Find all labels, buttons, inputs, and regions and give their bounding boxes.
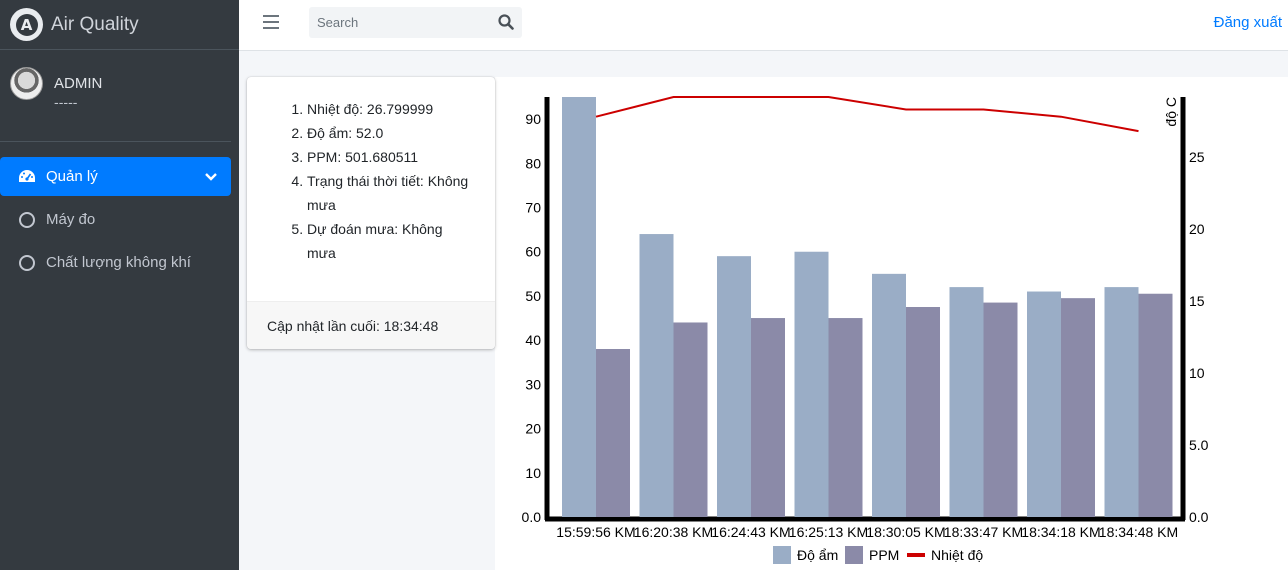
x-tick-label: 15:59:56 KM [556, 524, 635, 540]
sidebar-item-label: Chất lượng không khí [46, 254, 191, 271]
search-input[interactable] [309, 15, 489, 30]
bar-humidity [562, 97, 596, 517]
bar-humidity [872, 273, 906, 517]
line-temperature [595, 96, 1139, 133]
y-left-tick-label: 10 [525, 465, 541, 481]
bar-ppm [828, 318, 863, 517]
y-left-tick-label: 0.0 [522, 509, 542, 525]
search-icon[interactable] [498, 14, 514, 34]
bar-ppm [906, 307, 940, 517]
info-card: Nhiệt độ: 26.799999 Độ ẩm: 52.0 PPM: 501… [247, 77, 495, 349]
legend-label: Độ ẩm [797, 547, 838, 563]
bar-humidity [1104, 287, 1139, 517]
sidebar-item-label: Máy đo [46, 211, 96, 228]
brand-logo: A [10, 8, 43, 41]
legend-label: Nhiệt độ [931, 547, 983, 563]
info-card-body: Nhiệt độ: 26.799999 Độ ẩm: 52.0 PPM: 501… [247, 77, 495, 301]
search-box [309, 7, 522, 38]
user-panel: ADMIN ----- [0, 50, 231, 142]
info-item-weather-status: Trạng thái thời tiết: Không mưa [307, 169, 475, 217]
x-tick-label: 16:25:13 KM [789, 524, 868, 540]
avatar[interactable] [10, 67, 43, 100]
hamburger-menu-icon[interactable] [263, 15, 279, 29]
y-right-tick-label: 0.0 [1189, 509, 1209, 525]
y-left-tick-label: 70 [525, 200, 541, 216]
x-tick-label: 18:33:47 KM [944, 524, 1023, 540]
user-subtitle: ----- [54, 96, 78, 111]
tachometer-icon [18, 168, 36, 186]
brand-link[interactable]: A Air Quality [0, 0, 239, 50]
last-updated: Cập nhật lần cuối: 18:34:48 [247, 301, 495, 349]
y-right-tick-label: 20 [1189, 221, 1205, 237]
bar-ppm [751, 318, 785, 517]
topbar: Đăng xuất [239, 0, 1288, 51]
y-right-tick-label: 10 [1189, 365, 1205, 381]
y-right-tick-label: 25 [1189, 149, 1205, 165]
chevron-down-icon [205, 169, 217, 186]
sidebar-nav: Quản lý Máy đo Chất lượng không khí [0, 142, 239, 282]
bar-humidity [794, 251, 829, 517]
bar-ppm [1138, 293, 1173, 517]
legend-swatch [773, 546, 791, 564]
sidebar-item-quan-ly[interactable]: Quản lý [0, 157, 231, 196]
x-tick-label: 18:34:48 KM [1099, 524, 1178, 540]
y-left-tick-label: 80 [525, 155, 541, 171]
bar-ppm [1061, 298, 1095, 517]
y-left-tick-label: 90 [525, 111, 541, 127]
bar-ppm [673, 322, 708, 517]
sidebar: A Air Quality ADMIN ----- Quản lý Máy đo… [0, 0, 239, 570]
bar-humidity [717, 256, 751, 517]
legend-label: PPM [869, 547, 899, 563]
logout-link[interactable]: Đăng xuất [1213, 14, 1282, 31]
y-right-axis-label: độ C [1163, 97, 1179, 127]
y-left-tick-label: 20 [525, 421, 541, 437]
info-item-rain-forecast: Dự đoán mưa: Không mưa [307, 217, 475, 265]
bar-ppm [596, 349, 630, 517]
bar-ppm [983, 302, 1018, 517]
legend-swatch [907, 553, 925, 557]
legend-swatch [845, 546, 863, 564]
y-left-tick-label: 40 [525, 332, 541, 348]
y-left-tick-label: 50 [525, 288, 541, 304]
sidebar-item-may-do[interactable]: Máy đo [0, 200, 231, 239]
x-tick-label: 16:20:38 KM [634, 524, 713, 540]
y-left-tick-label: 30 [525, 376, 541, 392]
air-quality-chart: 0.0 10 20 30 40 50 60 70 80 90 0.0 5.0 10 15 20 25 độ C 1… [522, 96, 1209, 564]
x-tick-label: 18:34:18 KM [1021, 524, 1100, 540]
info-list: Nhiệt độ: 26.799999 Độ ẩm: 52.0 PPM: 501… [289, 97, 475, 265]
brand-logo-letter: A [15, 13, 38, 36]
circle-icon [18, 211, 36, 229]
x-tick-label: 18:30:05 KM [866, 524, 945, 540]
brand-title: Air Quality [51, 13, 139, 35]
bar-humidity [1027, 291, 1061, 517]
circle-icon [18, 254, 36, 272]
x-tick-label: 16:24:43 KM [711, 524, 790, 540]
info-item-ppm: PPM: 501.680511 [307, 145, 475, 169]
user-name[interactable]: ADMIN [54, 75, 103, 92]
bar-humidity [949, 287, 984, 517]
y-left-tick-label: 60 [525, 244, 541, 260]
y-right-tick-label: 5.0 [1189, 437, 1209, 453]
info-item-humidity: Độ ẩm: 52.0 [307, 121, 475, 145]
y-right-tick-label: 15 [1189, 293, 1205, 309]
info-item-temperature: Nhiệt độ: 26.799999 [307, 97, 475, 121]
sidebar-item-chat-luong-khong-khi[interactable]: Chất lượng không khí [0, 243, 231, 282]
sidebar-item-label: Quản lý [46, 168, 98, 185]
bar-humidity [639, 234, 674, 518]
